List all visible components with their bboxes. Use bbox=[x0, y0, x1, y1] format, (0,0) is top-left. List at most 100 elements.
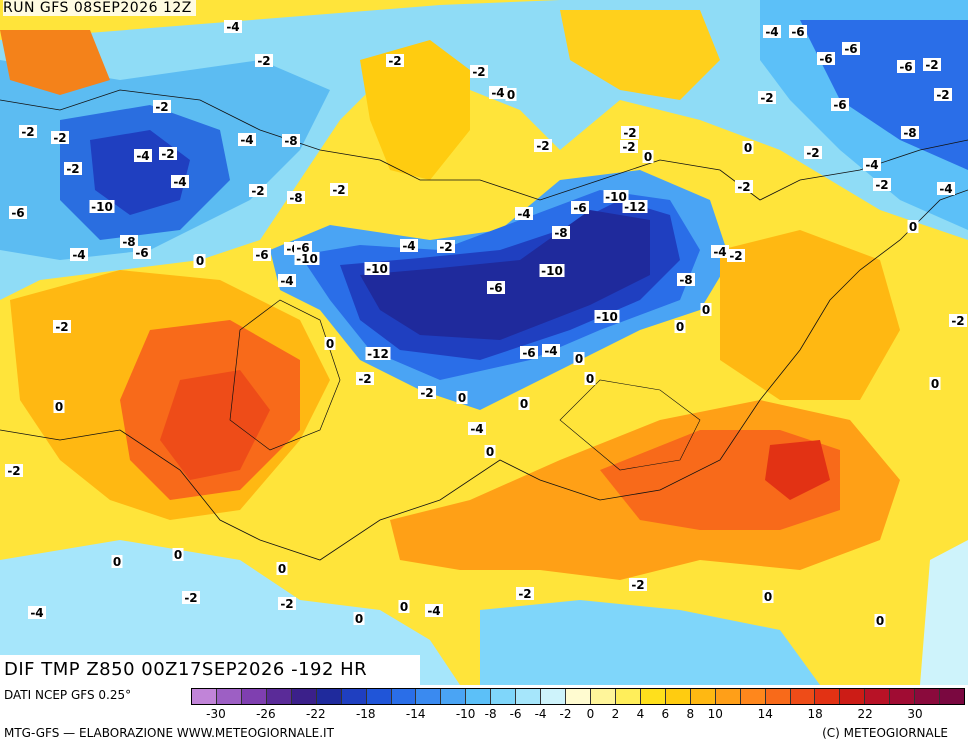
svg-text:-2: -2 bbox=[623, 126, 636, 140]
svg-text:-4: -4 bbox=[939, 182, 952, 196]
contour-label: -4 bbox=[400, 239, 418, 253]
contour-label: -8 bbox=[901, 126, 919, 140]
map-warm-north-east bbox=[560, 10, 720, 100]
contour-label: -10 bbox=[364, 262, 390, 276]
color-scale-cell bbox=[640, 689, 666, 704]
svg-text:-2: -2 bbox=[729, 249, 742, 263]
contour-label: -2 bbox=[873, 178, 891, 192]
product-label: DIF TMP Z850 00Z17SEP2026 -192 HR bbox=[4, 659, 368, 680]
svg-text:-4: -4 bbox=[173, 175, 186, 189]
color-scale-cell bbox=[266, 689, 292, 704]
color-scale-cell bbox=[940, 689, 965, 704]
contour-label: 0 bbox=[456, 391, 468, 405]
contour-label: -2 bbox=[804, 146, 822, 160]
contour-label: -4 bbox=[238, 133, 256, 147]
contour-label: -2 bbox=[629, 578, 647, 592]
contour-label: -8 bbox=[282, 134, 300, 148]
contour-label: -6 bbox=[789, 25, 807, 39]
color-scale-cell bbox=[615, 689, 641, 704]
credit-right: (C) METEOGIORNALE bbox=[822, 726, 948, 740]
svg-text:-4: -4 bbox=[491, 86, 504, 100]
contour-label: 0 bbox=[172, 548, 184, 562]
svg-text:-2: -2 bbox=[622, 140, 635, 154]
credit-left: MTG-GFS — ELABORAZIONE WWW.METEOGIORNALE… bbox=[4, 726, 334, 740]
svg-text:-2: -2 bbox=[251, 184, 264, 198]
svg-text:-4: -4 bbox=[402, 239, 415, 253]
svg-text:-10: -10 bbox=[296, 252, 318, 266]
svg-text:-2: -2 bbox=[420, 386, 433, 400]
svg-text:-4: -4 bbox=[240, 133, 253, 147]
contour-label: 0 bbox=[398, 600, 410, 614]
svg-text:-6: -6 bbox=[522, 346, 535, 360]
color-scale-tick: -26 bbox=[256, 707, 276, 721]
svg-text:-10: -10 bbox=[541, 264, 563, 278]
contour-label: 0 bbox=[505, 88, 517, 102]
contour-label: 0 bbox=[929, 377, 941, 391]
svg-text:0: 0 bbox=[458, 391, 466, 405]
contour-label: 0 bbox=[762, 590, 774, 604]
contour-label: -4 bbox=[171, 175, 189, 189]
svg-text:-2: -2 bbox=[875, 178, 888, 192]
contour-label: -2 bbox=[934, 88, 952, 102]
contour-label-layer: -4-2 -2-2-2 -2-2-4 -2-4-4 -8-10-6-8-6-4 -6 -6-… bbox=[5, 20, 967, 628]
svg-text:-6: -6 bbox=[135, 246, 148, 260]
color-scale-cell bbox=[840, 689, 866, 704]
svg-text:-4: -4 bbox=[427, 604, 440, 618]
contour-label: -4 bbox=[28, 606, 46, 620]
contour-label: -4 bbox=[425, 604, 443, 618]
map-warm-northwest bbox=[0, 30, 110, 95]
contour-label: -2 bbox=[249, 184, 267, 198]
contour-label: -6 bbox=[9, 206, 27, 220]
legend-bar: DATI NCEP GFS 0.25° -30 -26 -22 -18 -14 -10 -8… bbox=[0, 685, 968, 745]
color-scale-tick: 14 bbox=[757, 707, 773, 721]
map-warm-east bbox=[720, 230, 900, 400]
svg-text:-4: -4 bbox=[280, 274, 293, 288]
color-scale-cell bbox=[815, 689, 841, 704]
svg-text:-2: -2 bbox=[280, 597, 293, 611]
color-scale-tick: 22 bbox=[857, 707, 873, 721]
color-scale-cell bbox=[715, 689, 741, 704]
contour-label: -2 bbox=[64, 162, 82, 176]
data-source-label: DATI NCEP GFS 0.25° bbox=[4, 688, 132, 702]
svg-text:0: 0 bbox=[507, 88, 515, 102]
color-scale-tick: 8 bbox=[686, 707, 695, 721]
svg-text:0: 0 bbox=[520, 397, 528, 411]
svg-text:-2: -2 bbox=[951, 314, 964, 328]
contour-label: -10 bbox=[539, 264, 565, 278]
svg-text:-12: -12 bbox=[624, 200, 646, 214]
color-scale-cell bbox=[366, 689, 392, 704]
contour-label: -2 bbox=[620, 140, 638, 154]
map-coast-line bbox=[0, 89, 968, 201]
svg-text:-2: -2 bbox=[155, 100, 168, 114]
contour-label: -6 bbox=[253, 248, 271, 262]
svg-text:-6: -6 bbox=[899, 60, 912, 74]
svg-text:-8: -8 bbox=[289, 191, 302, 205]
svg-text:-2: -2 bbox=[536, 139, 549, 153]
svg-text:-2: -2 bbox=[925, 58, 938, 72]
contour-label: -2 bbox=[418, 386, 436, 400]
svg-text:-8: -8 bbox=[679, 273, 692, 287]
svg-text:-2: -2 bbox=[806, 146, 819, 160]
contour-label: -2 bbox=[470, 65, 488, 79]
map-warm-southeast-deep bbox=[765, 440, 830, 500]
contour-label: 0 bbox=[584, 372, 596, 386]
svg-text:-2: -2 bbox=[7, 464, 20, 478]
svg-text:-8: -8 bbox=[284, 134, 297, 148]
map-lake-outline bbox=[559, 379, 701, 471]
contour-label: -8 bbox=[677, 273, 695, 287]
contour-label: -2 bbox=[255, 54, 273, 68]
svg-text:-2: -2 bbox=[332, 183, 345, 197]
contour-label: 0 bbox=[573, 352, 585, 366]
contour-label: -6 bbox=[842, 42, 860, 56]
contour-label: 0 bbox=[518, 397, 530, 411]
contour-label: 0 bbox=[700, 303, 712, 317]
svg-text:-6: -6 bbox=[819, 52, 832, 66]
svg-text:-4: -4 bbox=[713, 245, 726, 259]
svg-text:0: 0 bbox=[575, 352, 583, 366]
map-cool-south-far-east bbox=[920, 540, 968, 685]
map-cool-south-east bbox=[480, 600, 820, 685]
svg-text:-4: -4 bbox=[865, 158, 878, 172]
svg-text:0: 0 bbox=[909, 220, 917, 234]
color-scale-cell bbox=[291, 689, 317, 704]
contour-label: -12 bbox=[365, 347, 391, 361]
